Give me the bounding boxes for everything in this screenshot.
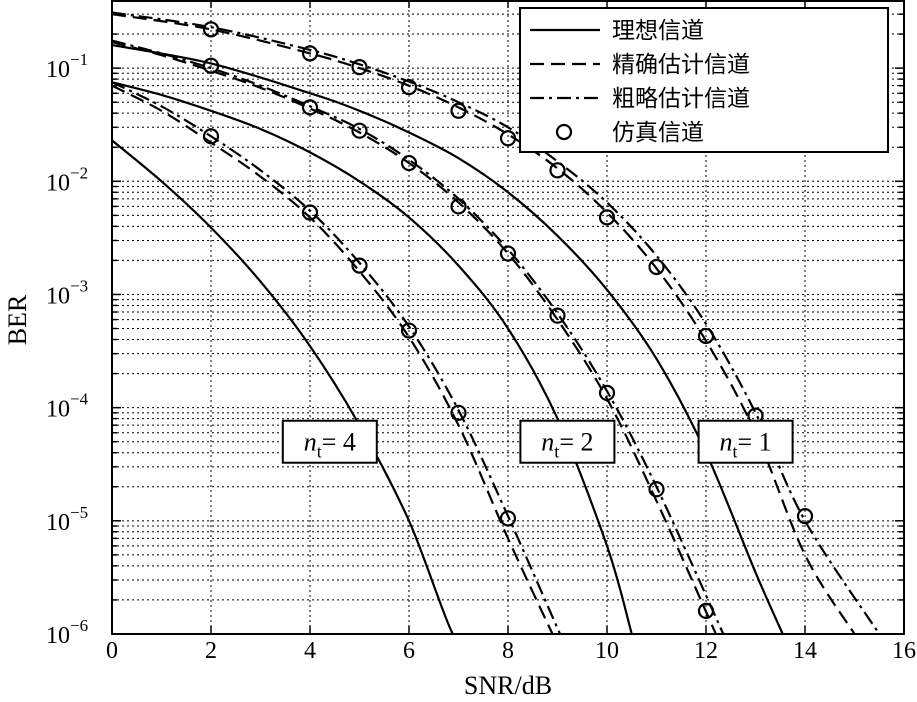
annotation-label: nt= 1 (720, 428, 772, 462)
data-point-nt-1 (400, 78, 418, 96)
data-point-nt-1 (351, 59, 368, 76)
data-point-nt-4 (202, 128, 220, 145)
data-point-nt-1 (549, 162, 566, 179)
data-point-nt-2 (549, 307, 566, 324)
series-line-dashdot-nt-1 (112, 11, 881, 634)
y-tick-label: 10−6 (46, 616, 88, 649)
data-point-nt-2 (697, 602, 715, 619)
legend-swatch-marker (555, 123, 573, 141)
legend-label: 理想信道 (612, 18, 704, 44)
data-point-nt-2 (450, 198, 467, 215)
x-tick-label: 4 (304, 638, 316, 664)
y-axis-label: BER (3, 294, 32, 345)
annotation-box (281, 419, 378, 464)
data-point-nt-4 (400, 322, 418, 339)
series-line-solid-nt-2 (112, 81, 633, 634)
series-line-dashed-nt-2 (112, 40, 717, 634)
data-point-nt-4 (450, 404, 467, 421)
series-line-solid-nt-4 (112, 139, 484, 634)
legend-label: 精确估计信道 (612, 52, 750, 78)
data-point-nt-1 (499, 130, 517, 147)
data-point-nt-1 (202, 21, 220, 38)
x-tick-label: 2 (205, 638, 217, 664)
x-tick-label: 10 (595, 638, 619, 664)
x-tick-label: 14 (793, 638, 817, 664)
x-tick-label: 0 (106, 638, 118, 664)
legend-box (519, 7, 889, 153)
data-point-nt-4 (351, 257, 368, 274)
annotation-box (519, 419, 616, 464)
y-tick-label: 10−1 (46, 50, 88, 83)
data-point-nt-2 (598, 384, 616, 402)
annotation-label: nt= 2 (541, 428, 593, 462)
annotation-box (697, 419, 794, 464)
y-tick-label: 10−3 (46, 276, 88, 309)
data-point-nt-4 (499, 510, 517, 527)
data-point-nt-1 (648, 258, 665, 276)
x-tick-label: 12 (694, 638, 718, 664)
data-point-nt-2 (400, 154, 418, 172)
data-point-nt-1 (450, 102, 467, 119)
annotation-label: nt= 4 (304, 428, 356, 462)
data-point-nt-1 (301, 45, 319, 62)
legend-label: 粗略估计信道 (612, 86, 750, 112)
data-point-nt-1 (598, 209, 616, 226)
x-tick-label: 6 (403, 638, 415, 664)
data-point-nt-2 (499, 245, 517, 262)
x-tick-label: 16 (892, 638, 916, 664)
y-tick-label: 10−5 (46, 503, 88, 536)
y-tick-label: 10−4 (46, 390, 89, 423)
x-tick-label: 8 (502, 638, 514, 664)
y-tick-label: 10−2 (46, 163, 88, 196)
data-point-nt-1 (796, 508, 814, 525)
data-point-nt-1 (697, 327, 715, 345)
legend-label: 仿真信道 (612, 120, 704, 146)
annotations: nt= 4 nt= 2 nt= 1 (281, 419, 794, 464)
data-point-nt-2 (351, 122, 368, 139)
series-line-dashdot-nt-4 (112, 81, 562, 634)
x-axis-label: SNR/dB (464, 671, 552, 700)
data-point-nt-2 (648, 481, 665, 498)
data-point-nt-2 (301, 99, 319, 116)
series-line-dashed-nt-4 (112, 84, 554, 634)
data-point-nt-4 (301, 204, 319, 221)
